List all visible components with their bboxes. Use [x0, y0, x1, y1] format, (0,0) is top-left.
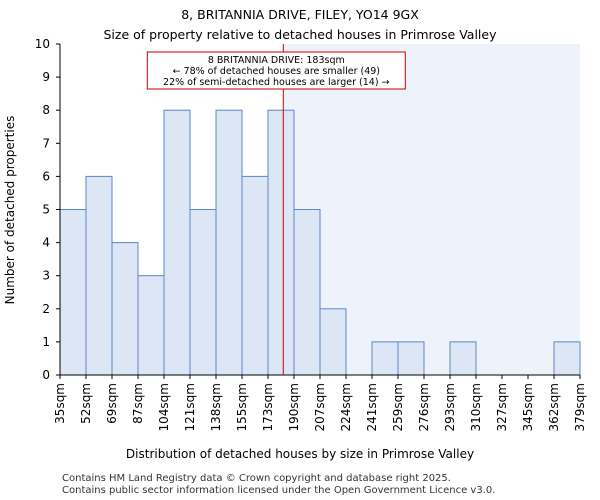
y-tick-label: 10	[35, 37, 50, 51]
y-tick-label: 3	[42, 269, 50, 283]
y-tick-label: 6	[42, 169, 50, 183]
footer-line2: Contains public sector information licen…	[62, 485, 495, 496]
x-tick-label: 293sqm	[443, 383, 457, 431]
x-tick-label: 69sqm	[105, 383, 119, 424]
x-tick-label: 35sqm	[53, 383, 67, 424]
bar-138sqm	[215, 109, 243, 376]
x-tick-label: 52sqm	[79, 383, 93, 424]
annotation-line1: 8 BRITANNIA DRIVE: 183sqm	[208, 55, 345, 66]
bar-362sqm	[553, 341, 581, 376]
x-tick-label: 362sqm	[547, 383, 561, 431]
bar-155sqm	[241, 175, 269, 376]
annotation-line2: ← 78% of detached houses are smaller (49…	[173, 66, 380, 77]
y-axis-label: Number of detached properties	[3, 116, 17, 305]
x-tick-label: 310sqm	[469, 383, 483, 431]
bar-241sqm	[371, 341, 399, 376]
footer-line1: Contains HM Land Registry data © Crown c…	[62, 473, 451, 484]
bar-35sqm	[59, 209, 87, 376]
x-tick-label: 155sqm	[235, 383, 249, 431]
x-tick-label: 259sqm	[391, 383, 405, 431]
bar-173sqm	[267, 109, 295, 376]
bar-190sqm	[293, 209, 321, 376]
bar-293sqm	[449, 341, 477, 376]
bar-259sqm	[397, 341, 425, 376]
x-tick-label: 138sqm	[209, 383, 223, 431]
x-tick-label: 104sqm	[157, 383, 171, 431]
x-tick-label: 276sqm	[417, 383, 431, 431]
x-tick-label: 224sqm	[339, 383, 353, 431]
x-tick-label: 207sqm	[313, 383, 327, 431]
x-tick-label: 379sqm	[573, 383, 587, 431]
y-tick-label: 1	[42, 335, 50, 349]
chart-title-line1: 8, BRITANNIA DRIVE, FILEY, YO14 9GX	[181, 7, 419, 22]
x-tick-label: 327sqm	[495, 383, 509, 431]
x-axis-label: Distribution of detached houses by size …	[126, 447, 474, 461]
y-tick-label: 5	[42, 203, 50, 217]
x-tick-label: 190sqm	[287, 383, 301, 431]
bar-207sqm	[319, 308, 347, 376]
plot-area: 0 1 2 3 4 5 6 7 8 9 10 35sqm 52sqm 69sqm 87sqm 104sqm 12…	[35, 37, 587, 431]
annotation-box	[146, 51, 406, 90]
bar-121sqm	[189, 209, 217, 376]
x-tick-label: 241sqm	[365, 383, 379, 431]
x-tick-label: 345sqm	[521, 383, 535, 431]
x-tick-label: 87sqm	[131, 383, 145, 424]
y-tick-label: 4	[42, 236, 50, 250]
x-tick-label: 173sqm	[261, 383, 275, 431]
bar-104sqm	[163, 109, 191, 376]
y-tick-label: 7	[42, 136, 50, 150]
y-tick-label: 8	[42, 103, 50, 117]
x-tick-label: 121sqm	[183, 383, 197, 431]
annotation-line3: 22% of semi-detached houses are larger (…	[163, 77, 390, 88]
bar-69sqm	[111, 242, 139, 376]
bar-87sqm	[137, 275, 165, 376]
y-tick-label: 2	[42, 302, 50, 316]
bar-52sqm	[85, 175, 113, 376]
y-tick-label: 0	[42, 368, 50, 382]
y-tick-label: 9	[42, 70, 50, 84]
chart-title-line2: Size of property relative to detached ho…	[104, 27, 498, 42]
